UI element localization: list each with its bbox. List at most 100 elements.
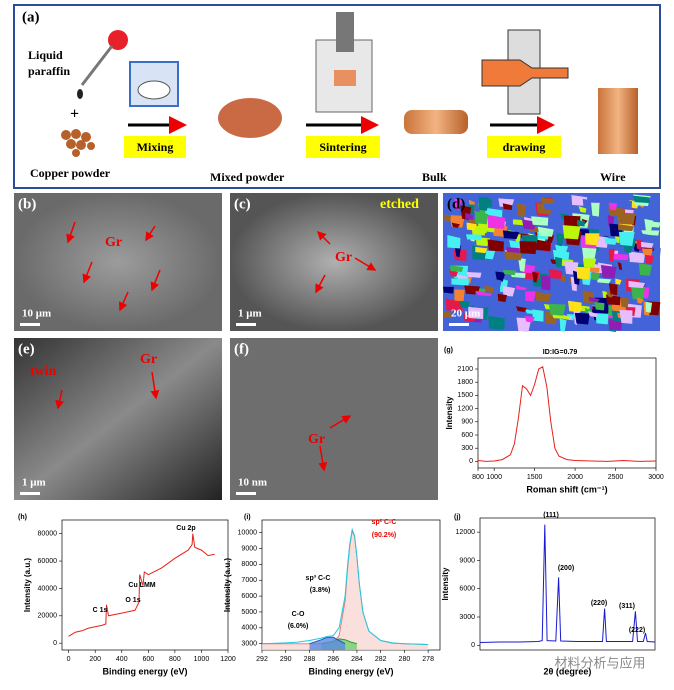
label: Mixed powder [210, 170, 285, 184]
y-tick-label: 7000 [241, 577, 257, 584]
annotation: ID:IG=0.79 [543, 349, 578, 356]
x-tick-label: 284 [351, 656, 363, 663]
grain [619, 309, 633, 324]
panel-background [14, 505, 240, 690]
arrows [55, 221, 377, 472]
micrograph [14, 338, 222, 500]
x-tick-label: 800 [169, 656, 181, 663]
grain [515, 306, 528, 313]
y-tick-label: 10000 [238, 530, 258, 537]
y-tick-label: 600 [461, 432, 473, 439]
grain [484, 285, 495, 293]
grain [503, 286, 516, 297]
x-axis-label: Binding energy (eV) [308, 666, 393, 676]
grain [606, 294, 621, 306]
grain [604, 238, 618, 245]
grain [585, 233, 600, 246]
grain [587, 311, 598, 318]
data-line [309, 636, 346, 645]
grain [608, 202, 618, 211]
grain [608, 249, 615, 262]
annotation: O 1s [125, 597, 140, 604]
data-line [68, 533, 215, 637]
grain [645, 301, 653, 313]
x-axis-label: Binding energy (eV) [102, 666, 187, 676]
powder [61, 129, 95, 157]
grain [495, 271, 506, 282]
label: Wire [600, 170, 626, 184]
grain [582, 247, 597, 261]
x-tick-label: 0 [67, 656, 71, 663]
grain [555, 244, 569, 254]
drop [77, 89, 83, 99]
annotation: Gr [308, 432, 325, 447]
scale-label: 10 nm [238, 477, 267, 489]
grain [612, 253, 629, 261]
x-tick-label: 200 [89, 656, 101, 663]
y-tick-label: 3000 [459, 614, 475, 621]
y-tick-label: 300 [461, 445, 473, 452]
grain [644, 254, 654, 265]
y-tick-label: 0 [53, 640, 57, 647]
bulk [404, 110, 468, 134]
label: Copper powder [30, 166, 111, 180]
grain [590, 272, 601, 281]
grain [637, 297, 644, 304]
annotation: (200) [558, 565, 574, 572]
annotation: etched [380, 197, 419, 212]
panel-label: (a) [22, 9, 40, 25]
annotation: Cu 2p [176, 525, 195, 532]
grain [468, 306, 484, 320]
y-tick-label: 8000 [241, 561, 257, 568]
panel-label: (i) [244, 514, 251, 521]
wire-spool [598, 88, 638, 154]
grain [475, 290, 492, 297]
y-axis-label: Intensity (a.u.) [223, 558, 232, 613]
x-tick-label: 3000 [648, 474, 664, 481]
sample [334, 70, 356, 86]
x-tick-label: 800 [472, 474, 484, 481]
annotation: (220) [591, 600, 607, 607]
grain [519, 241, 537, 255]
panel-a: (a) Liquid paraffin + Copper powder Mixi… [13, 4, 661, 189]
annotation: Gr [105, 235, 122, 250]
grain [618, 231, 635, 246]
scale-bar [20, 323, 40, 326]
x-tick-label: 286 [327, 656, 339, 663]
grain [577, 220, 585, 227]
x-tick-label: 1200 [220, 656, 236, 663]
panel-background [450, 505, 660, 690]
grain [582, 258, 597, 268]
y-tick-label: 2100 [457, 366, 473, 373]
grain [640, 241, 654, 248]
x-tick-label: 1000 [486, 474, 502, 481]
scale-label: 1 μm [238, 308, 262, 320]
y-axis-label: Intensity [441, 567, 450, 600]
step-label: Mixing [137, 140, 174, 154]
scale-label: 10 μm [22, 308, 51, 320]
grain [447, 235, 461, 249]
y-tick-label: 1200 [457, 405, 473, 412]
x-tick-label: 282 [375, 656, 387, 663]
grain [642, 248, 653, 256]
annotation: (6.0%) [288, 623, 309, 630]
y-tick-label: 900 [461, 419, 473, 426]
x-tick-label: 1000 [194, 656, 210, 663]
y-tick-label: 20000 [38, 613, 58, 620]
y-tick-label: 0 [469, 458, 473, 465]
scale-label: 1 μm [22, 477, 46, 489]
y-tick-label: 1500 [457, 392, 473, 399]
x-tick-label: 288 [304, 656, 316, 663]
step-label: drawing [503, 140, 546, 154]
micrograph [14, 193, 222, 331]
punch [336, 12, 354, 52]
grain [443, 310, 453, 318]
x-tick-label: 290 [280, 656, 292, 663]
x-tick-label: 1500 [527, 474, 543, 481]
dropper [80, 45, 114, 86]
scale-bar [236, 323, 256, 326]
grain [531, 216, 549, 226]
y-tick-label: 9000 [459, 557, 475, 564]
grain [532, 271, 539, 283]
data-line [477, 366, 657, 462]
